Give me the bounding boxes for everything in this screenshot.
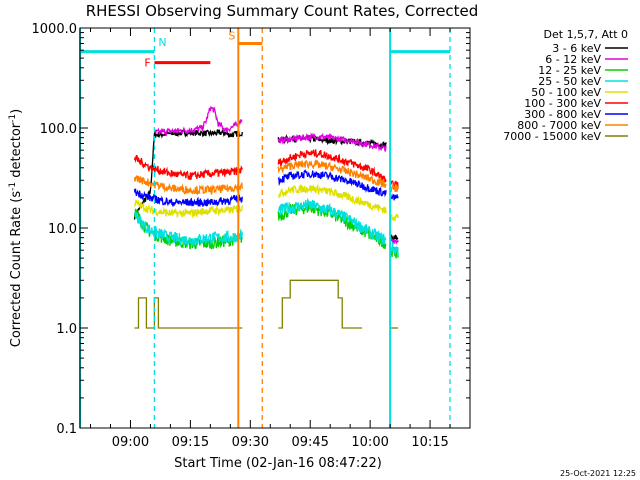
- flag-label-N: N: [158, 36, 166, 49]
- legend-label-1: 6 - 12 keV: [545, 53, 601, 66]
- x-tick-label-0: 09:00: [112, 435, 149, 450]
- y-tick-label-4: 1000.0: [32, 22, 78, 37]
- x-tick-label-4: 10:00: [351, 435, 388, 450]
- axes: 0.1 1.0 10.0 100.0 1000.0 09:00 09:15 09:30 09:4…: [32, 22, 471, 450]
- series-line-1-0: [154, 106, 243, 137]
- legend-label-8: 7000 - 15000 keV: [503, 130, 601, 143]
- flag-label-S: S: [228, 29, 235, 42]
- y-tick-label-1: 1.0: [56, 322, 77, 337]
- plot-frame: [79, 27, 471, 429]
- series-line-5-0: [133, 154, 243, 180]
- legend-label-6: 300 - 800 keV: [524, 108, 601, 121]
- series-line-3-2: [389, 242, 399, 256]
- legend-label-7: 800 - 7000 keV: [517, 119, 601, 132]
- x-tick-label-3: 09:45: [291, 435, 328, 450]
- series-line-6-0: [133, 188, 243, 208]
- legend-label-5: 100 - 300 keV: [524, 97, 601, 110]
- y-axis-label-main: Corrected Count Rate (s: [9, 191, 24, 348]
- legend-label-4: 50 - 100 keV: [531, 86, 601, 99]
- series-line-7-1: [277, 159, 387, 188]
- x-tick-label-5: 10:15: [411, 435, 448, 450]
- y-tick-label-3: 100.0: [40, 122, 77, 137]
- series-line-8-0: [134, 297, 243, 329]
- y-axis-label-end: ): [9, 109, 24, 114]
- legend-header: Det 1,5,7, Att 0: [544, 28, 628, 41]
- series-line-7-2: [389, 184, 399, 193]
- series-line-6-1: [277, 169, 387, 198]
- series-line-6-2: [389, 193, 399, 201]
- y-tick-label-2: 10.0: [48, 222, 77, 237]
- legend-label-3: 25 - 50 keV: [538, 75, 601, 88]
- svg-text:Corrected Count Rate (s-1 dete: Corrected Count Rate (s-1 detector-1): [8, 109, 24, 347]
- x-axis-label: Start Time (02-Jan-16 08:47:22): [174, 456, 382, 471]
- series-line-1-1: [277, 132, 387, 152]
- y-tick-label-0: 0.1: [56, 422, 77, 437]
- legend-label-0: 3 - 6 keV: [552, 42, 601, 55]
- x-tick-label-2: 09:30: [232, 435, 269, 450]
- timestamp: 25-Oct-2021 12:25: [560, 469, 636, 478]
- series-line-4-2: [389, 212, 399, 222]
- series-line-3-0: [133, 211, 243, 248]
- series-line-2-1: [277, 203, 387, 250]
- legend-label-2: 12 - 25 keV: [538, 64, 601, 77]
- x-tick-label-1: 09:15: [172, 435, 209, 450]
- series-line-3-1: [277, 197, 387, 246]
- series-line-5-1: [277, 149, 387, 183]
- series-line-8-1: [278, 279, 363, 329]
- flag-label-F: F: [144, 57, 150, 70]
- y-axis-label-sup2: -1: [8, 114, 18, 123]
- chart-title: RHESSI Observing Summary Count Rates, Co…: [86, 2, 479, 20]
- y-axis-label: Corrected Count Rate (s-1 detector-1): [8, 109, 24, 347]
- series-line-4-0: [133, 199, 243, 219]
- plot-area: NF S: [79, 28, 451, 428]
- series-line-7-0: [133, 175, 243, 196]
- y-axis-label-sup1: -1: [8, 182, 18, 191]
- series-line-4-1: [278, 183, 387, 215]
- series-line-1-2: [389, 237, 399, 245]
- y-axis-label-mid: detector: [9, 122, 24, 182]
